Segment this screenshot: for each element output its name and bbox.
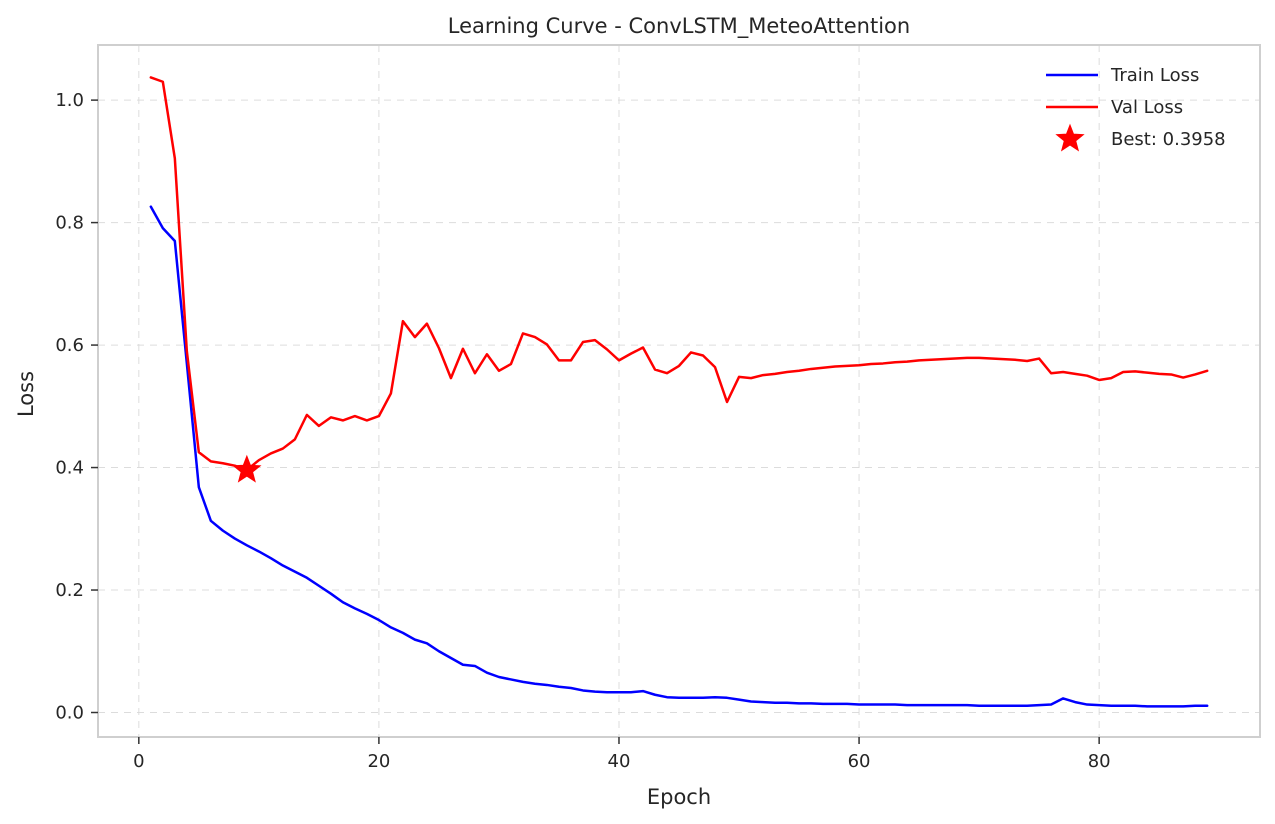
legend-label-train-loss: Train Loss bbox=[1110, 65, 1199, 86]
chart-title: Learning Curve - ConvLSTM_MeteoAttention bbox=[448, 14, 910, 39]
y-tick-label: 0.0 bbox=[55, 703, 84, 724]
y-tick-label: 0.2 bbox=[55, 580, 84, 601]
plot-frame bbox=[97, 44, 1261, 738]
y-tick-label: 0.6 bbox=[55, 335, 84, 356]
y-tick-label: 0.4 bbox=[55, 458, 84, 479]
y-tick-label: 1.0 bbox=[55, 90, 84, 111]
y-tick-label: 0.8 bbox=[55, 213, 84, 234]
x-tick-label: 20 bbox=[367, 751, 390, 772]
series-line-train-loss bbox=[149, 205, 1209, 708]
legend-label-best-0-3958: Best: 0.3958 bbox=[1111, 129, 1226, 150]
marker-layer bbox=[232, 454, 262, 483]
x-tick-label: 80 bbox=[1088, 751, 1111, 772]
y-axis-label: Loss bbox=[14, 371, 38, 417]
x-axis-label: Epoch bbox=[647, 785, 711, 809]
legend-label-val-loss: Val Loss bbox=[1111, 97, 1183, 118]
x-tick-label: 40 bbox=[608, 751, 631, 772]
best-point-star bbox=[232, 454, 262, 483]
legend-star-icon bbox=[1055, 123, 1085, 152]
grid bbox=[98, 45, 1260, 737]
legend: Train Loss Val Loss Best: 0.3958 bbox=[1046, 65, 1226, 152]
series-layer bbox=[149, 76, 1209, 708]
series-line-val-loss bbox=[149, 76, 1209, 472]
x-tick-label: 60 bbox=[848, 751, 871, 772]
tick-layer: 0 20 40 60 80 0.0 0.2 0.4 0.6 0.8 1.0 bbox=[55, 90, 1110, 772]
x-tick-label: 0 bbox=[133, 751, 144, 772]
